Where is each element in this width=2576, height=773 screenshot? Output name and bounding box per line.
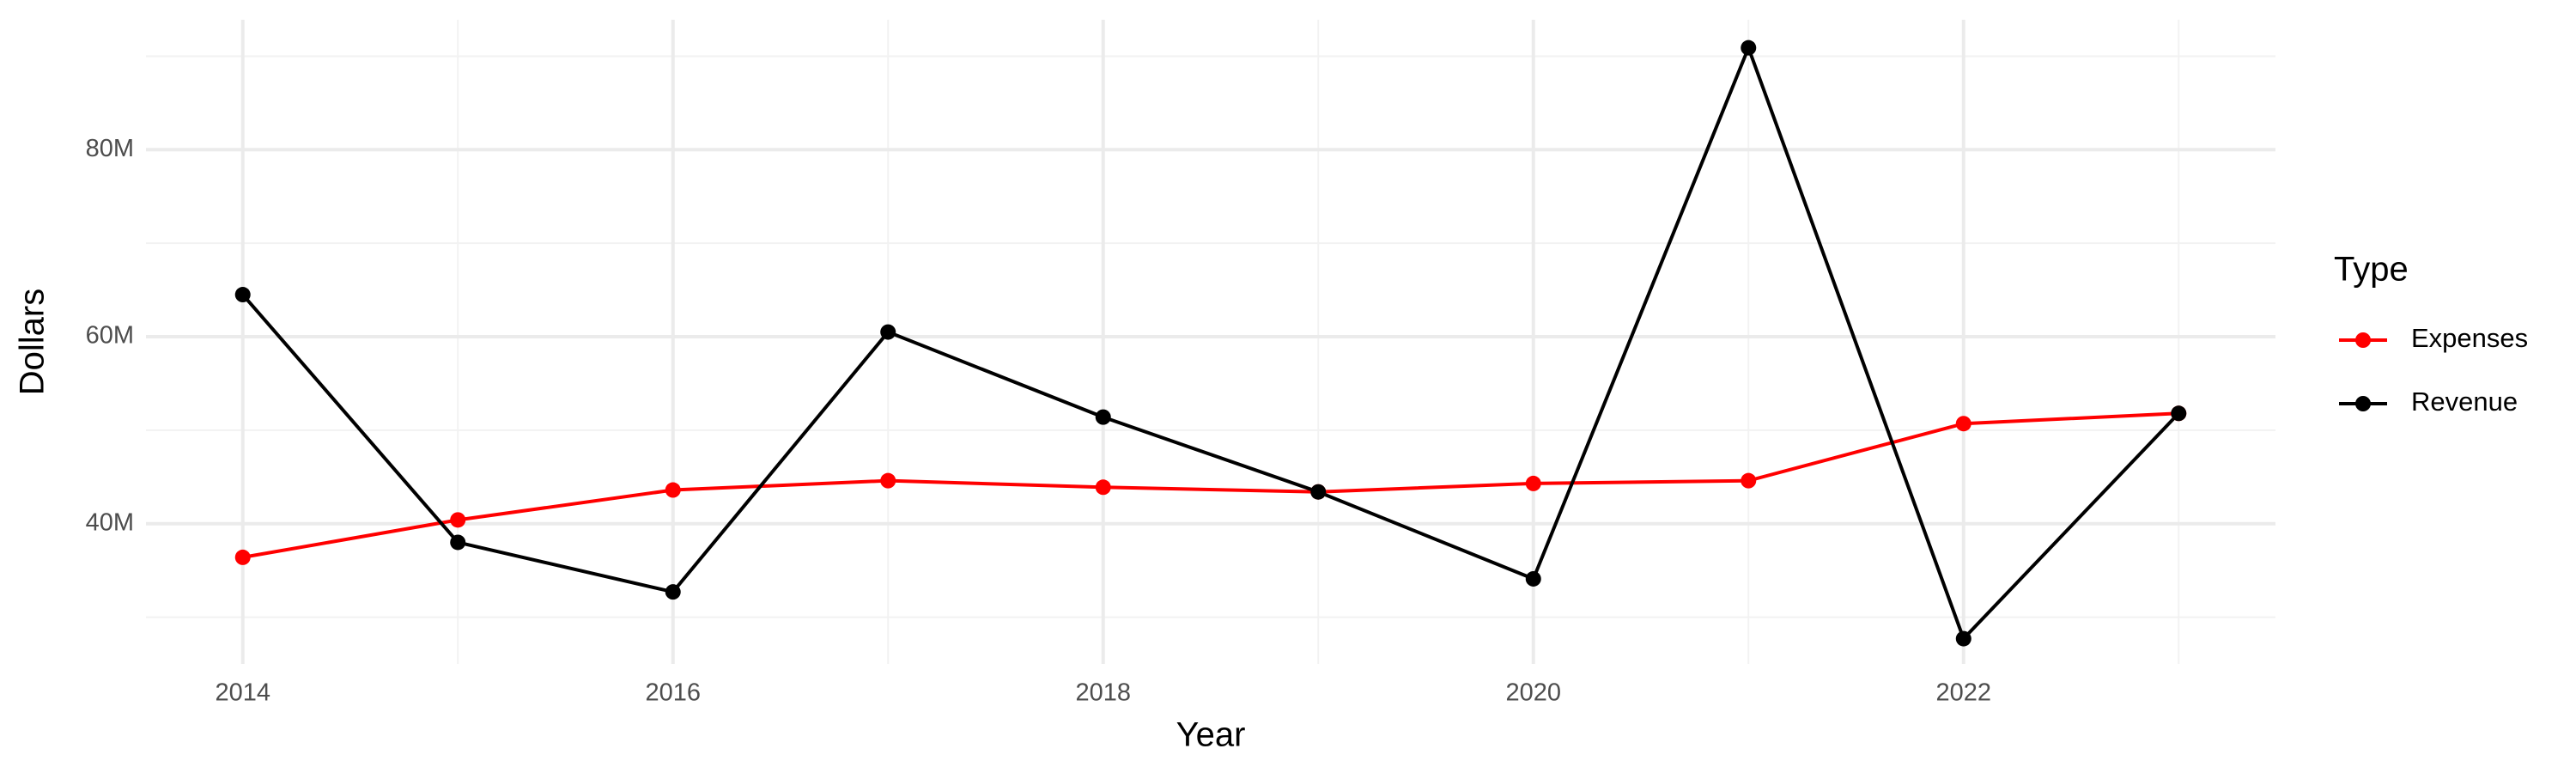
series-line [241,43,2180,642]
legend-marker [2355,396,2371,411]
data-point [450,512,466,528]
data-point [880,472,896,489]
y-tick-label: 40M [86,508,134,536]
legend-marker [2355,332,2371,348]
data-point [2171,405,2187,422]
data-point [1525,475,1541,491]
data-point [1955,630,1971,647]
data-point [880,324,896,340]
data-point [1525,570,1541,587]
data-point [1741,472,1757,489]
y-axis-title: Dollars [14,289,52,395]
data-point [234,549,251,565]
x-tick-label: 2022 [1936,679,1992,707]
x-tick-label: 2014 [215,679,270,707]
data-point [665,482,681,498]
data-point [1741,40,1757,56]
data-point [665,584,681,600]
legend-label: Revenue [2411,386,2518,417]
series-line [242,411,2179,559]
y-tick-label: 80M [86,135,134,162]
data-point [1095,409,1111,425]
x-axis-title: Year [1176,716,1246,754]
data-point [234,287,251,303]
data-point [1955,416,1971,432]
y-tick-label: 60M [86,322,134,350]
data-point [450,534,466,551]
legend-label: Expenses [2411,323,2528,353]
x-tick-label: 2020 [1505,679,1561,707]
x-tick-label: 2016 [645,679,701,707]
legend-title: Type [2334,251,2409,289]
data-point [1095,479,1111,496]
x-tick-label: 2018 [1075,679,1131,707]
data-point [1310,484,1327,500]
